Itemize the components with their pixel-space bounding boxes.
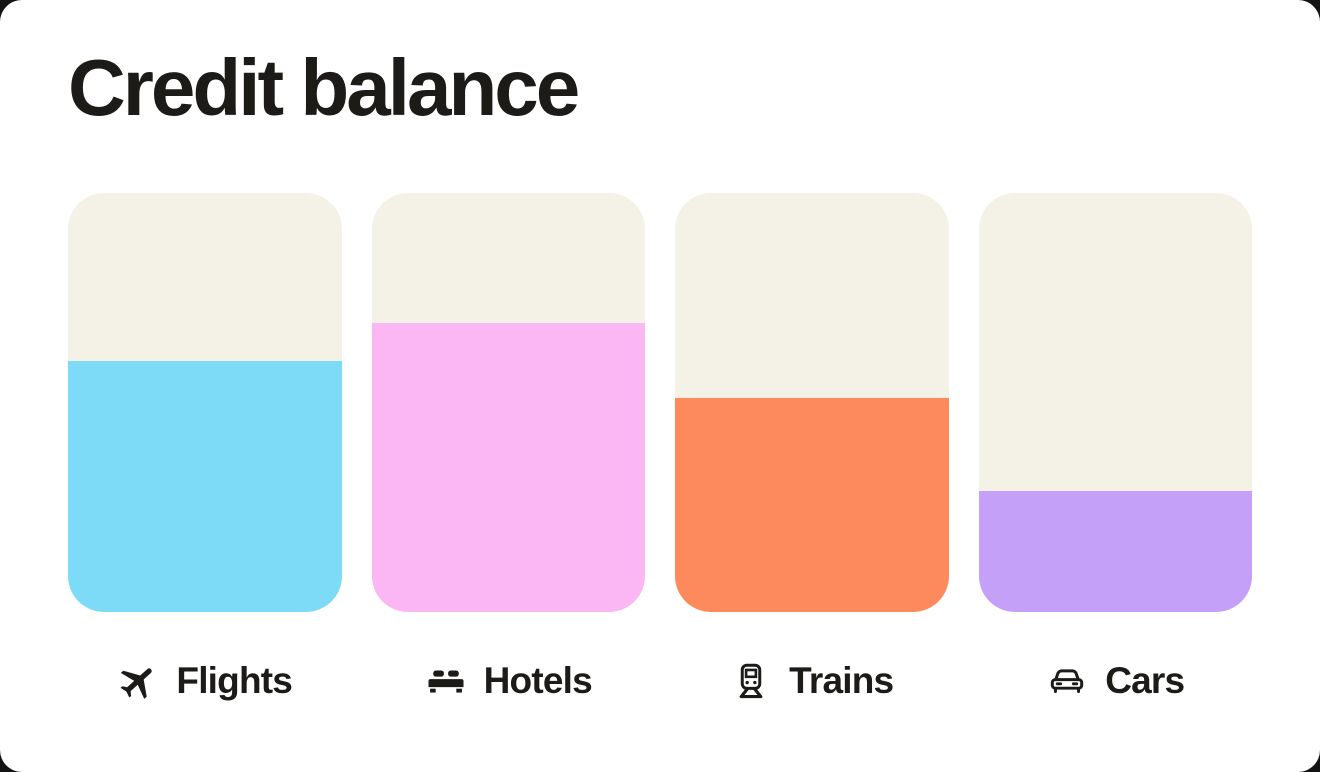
car-icon	[1046, 660, 1088, 702]
category-labels: Flights Hotels	[68, 660, 1252, 702]
label-hotels: Hotels	[372, 660, 646, 702]
credit-balance-chart	[68, 193, 1252, 612]
label-flights: Flights	[68, 660, 342, 702]
card-flights[interactable]	[68, 193, 342, 612]
airplane-icon	[117, 660, 159, 702]
card-fill-trains	[675, 398, 949, 612]
label-text-cars: Cars	[1105, 660, 1185, 701]
card-fill-cars	[978, 490, 1252, 612]
card-trains[interactable]	[675, 193, 949, 612]
card-fill-hotels	[371, 322, 645, 612]
label-trains: Trains	[675, 660, 949, 702]
card-cars[interactable]	[978, 193, 1252, 612]
bed-icon	[425, 660, 467, 702]
train-icon	[730, 660, 772, 702]
label-text-hotels: Hotels	[483, 660, 593, 701]
card-fill-flights	[68, 360, 342, 612]
label-cars: Cars	[979, 660, 1253, 702]
card-hotels[interactable]	[371, 193, 645, 612]
label-text-flights: Flights	[176, 660, 293, 701]
page-title: Credit balance	[68, 43, 580, 132]
page-content: Credit balance	[68, 43, 1252, 702]
label-text-trains: Trains	[789, 660, 894, 701]
